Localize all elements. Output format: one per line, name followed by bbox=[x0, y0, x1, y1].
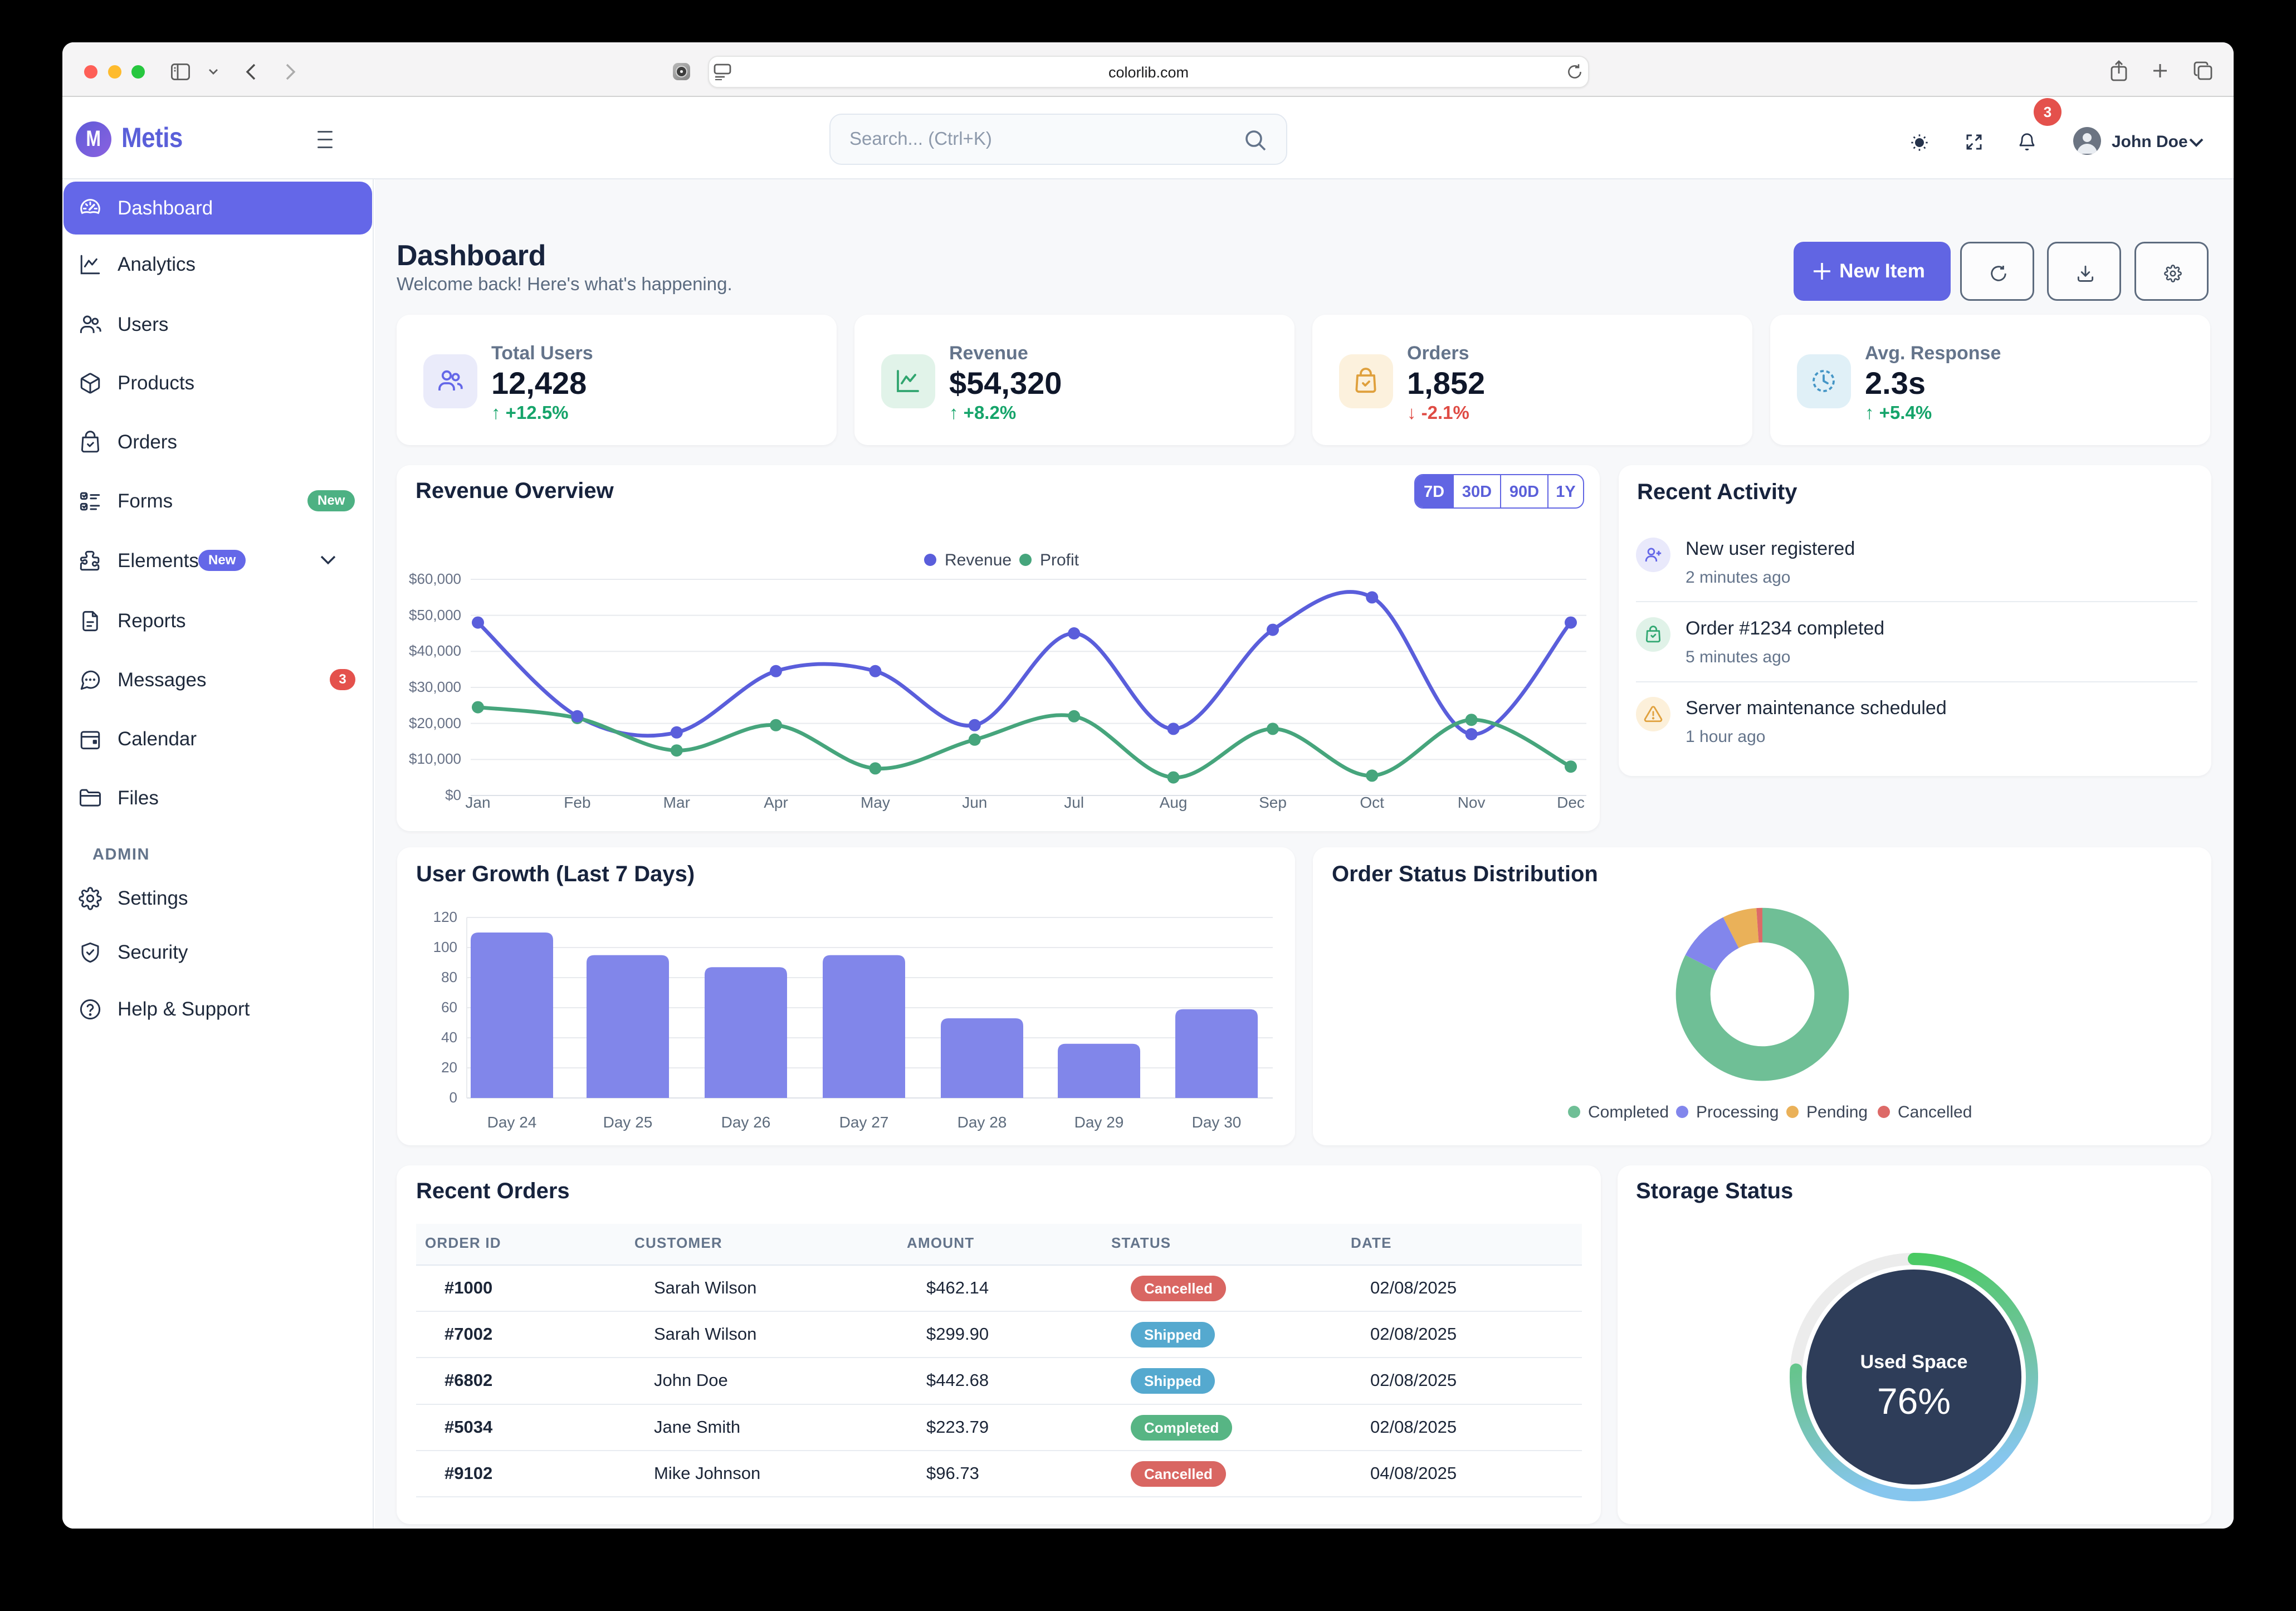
svg-text:76%: 76% bbox=[1877, 1380, 1951, 1422]
svg-text:Used Space: Used Space bbox=[1860, 1351, 1968, 1373]
